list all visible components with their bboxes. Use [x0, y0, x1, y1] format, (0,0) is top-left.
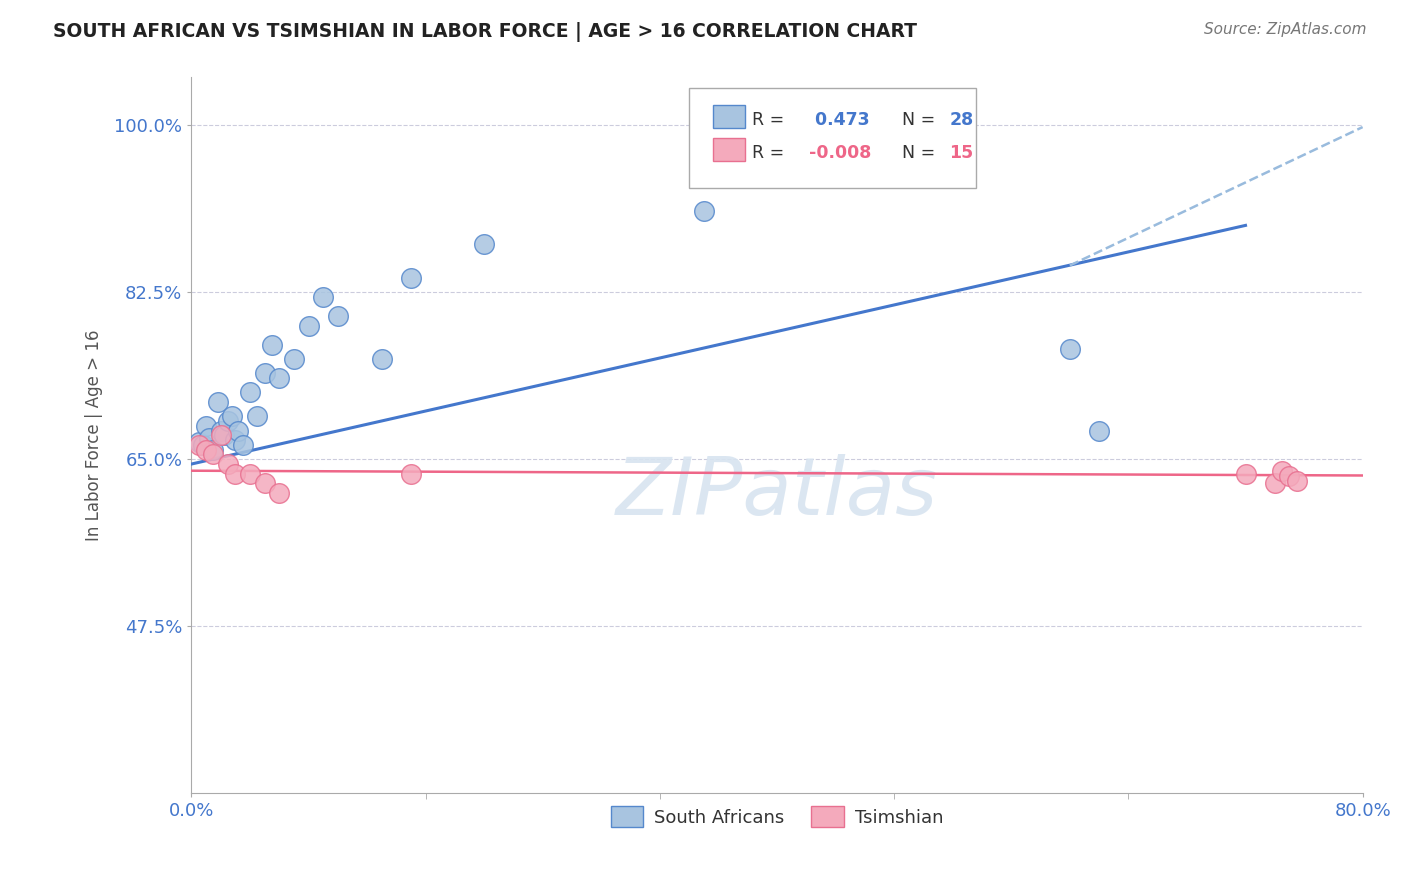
- Point: [283, 352, 305, 367]
- Point: [217, 414, 239, 428]
- Point: [269, 371, 291, 385]
- Point: [472, 237, 495, 252]
- Text: R =: R =: [752, 112, 790, 129]
- Point: [1285, 474, 1308, 488]
- Point: [195, 442, 218, 457]
- Point: [226, 424, 249, 438]
- Point: [253, 367, 276, 381]
- Point: [1234, 467, 1257, 481]
- Bar: [713, 105, 745, 128]
- Point: [1088, 424, 1111, 438]
- Text: ZIPatlas: ZIPatlas: [616, 454, 938, 532]
- Y-axis label: In Labor Force | Age > 16: In Labor Force | Age > 16: [86, 330, 103, 541]
- Bar: [713, 138, 745, 161]
- Point: [195, 418, 218, 433]
- Point: [246, 409, 269, 424]
- Point: [221, 409, 243, 424]
- Point: [198, 431, 221, 445]
- Point: [399, 271, 422, 285]
- Text: -0.008: -0.008: [808, 144, 872, 162]
- Point: [399, 467, 422, 481]
- Point: [1278, 469, 1301, 483]
- Point: [224, 467, 246, 481]
- Text: 15: 15: [949, 144, 973, 162]
- FancyBboxPatch shape: [689, 88, 976, 188]
- Point: [1271, 464, 1294, 478]
- Text: N =: N =: [890, 112, 941, 129]
- Point: [260, 337, 283, 351]
- Point: [239, 467, 262, 481]
- Point: [1059, 343, 1081, 357]
- Point: [202, 448, 225, 462]
- Text: Source: ZipAtlas.com: Source: ZipAtlas.com: [1204, 22, 1367, 37]
- Point: [239, 385, 262, 400]
- Point: [209, 424, 232, 438]
- Text: 0.473: 0.473: [808, 112, 869, 129]
- Point: [232, 438, 254, 452]
- Text: SOUTH AFRICAN VS TSIMSHIAN IN LABOR FORCE | AGE > 16 CORRELATION CHART: SOUTH AFRICAN VS TSIMSHIAN IN LABOR FORC…: [53, 22, 918, 42]
- Legend: South Africans, Tsimshian: South Africans, Tsimshian: [603, 799, 950, 834]
- Point: [202, 442, 225, 457]
- Point: [217, 457, 239, 471]
- Point: [1264, 476, 1286, 491]
- Text: N =: N =: [890, 144, 941, 162]
- Point: [297, 318, 319, 333]
- Text: R =: R =: [752, 144, 790, 162]
- Point: [312, 290, 335, 304]
- Point: [212, 428, 235, 442]
- Point: [187, 435, 209, 450]
- Point: [207, 395, 229, 409]
- Point: [371, 352, 394, 367]
- Point: [224, 433, 246, 447]
- Text: 28: 28: [949, 112, 973, 129]
- Point: [187, 438, 209, 452]
- Point: [209, 428, 232, 442]
- Point: [693, 204, 716, 219]
- Point: [253, 476, 276, 491]
- Point: [326, 309, 349, 323]
- Point: [191, 438, 214, 452]
- Point: [269, 485, 291, 500]
